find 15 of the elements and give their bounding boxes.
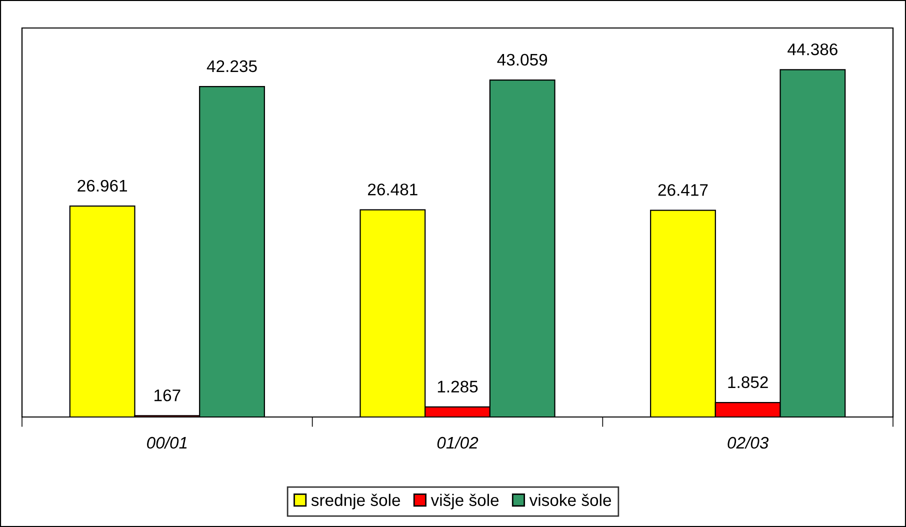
legend-label: srednje šole bbox=[311, 494, 400, 510]
data-label: 26.417 bbox=[658, 184, 708, 196]
x-tick-label: 01/02 bbox=[437, 436, 478, 449]
data-label: 44.386 bbox=[788, 43, 838, 56]
data-label: 26.961 bbox=[78, 180, 128, 192]
data-label: 26.481 bbox=[368, 184, 418, 196]
data-label: 1.852 bbox=[728, 376, 768, 388]
data-label: 1.285 bbox=[438, 380, 478, 393]
x-tick-label: 02/03 bbox=[728, 436, 769, 449]
data-label: 42.235 bbox=[206, 60, 257, 72]
legend-label: višje šole bbox=[430, 494, 499, 510]
x-tick-label: 00/01 bbox=[147, 436, 187, 449]
data-label: 167 bbox=[154, 389, 180, 402]
legend-label: visoke šole bbox=[529, 494, 612, 506]
data-label: 43.059 bbox=[497, 54, 548, 66]
